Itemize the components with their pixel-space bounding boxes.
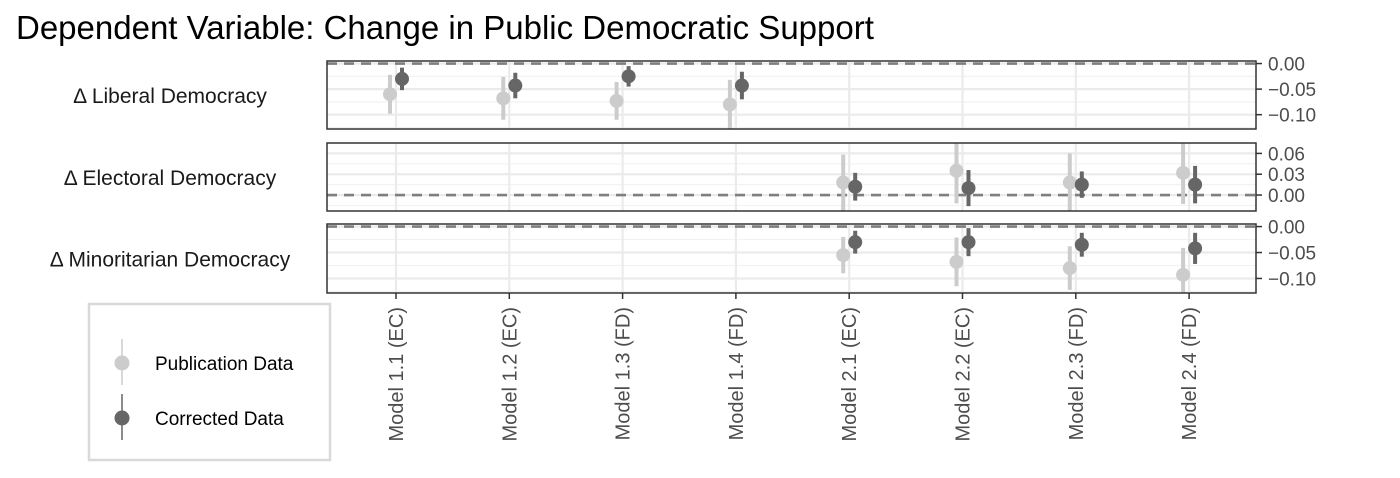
data-point: [1188, 241, 1202, 255]
data-point: [962, 235, 976, 249]
panel-background: [327, 61, 1256, 129]
legend-label: Publication Data: [155, 354, 294, 375]
y-tick-label: 0.00: [1268, 186, 1305, 207]
data-point: [962, 181, 976, 195]
legend-key-point: [115, 356, 130, 371]
y-tick-label: 0.00: [1268, 55, 1305, 76]
data-point: [496, 91, 510, 105]
data-point: [723, 97, 737, 111]
y-tick-label: −0.05: [1268, 80, 1316, 101]
x-tick-label: Model 1.3 (FD): [613, 307, 635, 440]
data-point: [508, 79, 522, 93]
y-tick-label: 0.00: [1268, 218, 1305, 239]
facet-panel: 0.00 −0.05 −0.10 Δ Minoritarian Democracy: [50, 218, 1316, 302]
data-point: [1188, 178, 1202, 192]
facet-label: Δ Minoritarian Democracy: [50, 249, 291, 272]
x-tick-label: Model 2.2 (EC): [953, 307, 975, 442]
data-point: [950, 255, 964, 269]
x-tick-label: Model 2.4 (FD): [1179, 307, 1201, 440]
data-point: [1063, 261, 1077, 275]
data-point: [950, 164, 964, 178]
data-point: [395, 72, 409, 86]
legend-label: Corrected Data: [155, 409, 284, 430]
x-tick-label: Model 1.2 (EC): [499, 307, 521, 442]
data-point: [836, 176, 850, 190]
facet-label: Δ Electoral Democracy: [64, 167, 277, 190]
data-point: [622, 69, 636, 83]
data-point: [1075, 238, 1089, 252]
facets: 0.00−0.05−0.10Δ Liberal Democracy0.060.0…: [50, 55, 1316, 302]
data-point: [1063, 176, 1077, 190]
facet-panel: 0.060.030.00 Δ Electoral Democracy: [64, 138, 1305, 211]
data-point: [848, 180, 862, 194]
facet-panel: 0.00 −0.05 −0.10 Δ Liberal Democracy: [73, 55, 1316, 129]
y-tick-label: 0.06: [1268, 144, 1305, 165]
data-point: [1075, 178, 1089, 192]
data-point: [1176, 268, 1190, 282]
y-tick-label: −0.05: [1268, 244, 1316, 265]
panel-background: [327, 224, 1256, 293]
data-point: [735, 79, 749, 93]
data-point: [610, 94, 624, 108]
x-tick-label: Model 1.4 (FD): [726, 307, 748, 440]
x-axis: Model 1.1 (EC) Model 1.2 (EC) Model 1.3 (F…: [386, 293, 1201, 442]
data-point: [836, 248, 850, 262]
data-point: [848, 235, 862, 249]
data-point: [1176, 166, 1190, 180]
x-tick-label: Model 2.3 (FD): [1066, 307, 1088, 440]
legend-key-point: [115, 411, 130, 426]
facet-label: Δ Liberal Democracy: [73, 85, 267, 108]
legend-box: [89, 304, 330, 460]
x-tick-label: Model 1.1 (EC): [386, 307, 408, 442]
x-tick-label: Model 2.1 (EC): [839, 307, 861, 442]
chart-title: Dependent Variable: Change in Public Dem…: [16, 9, 874, 46]
data-point: [383, 87, 397, 101]
y-tick-label: −0.10: [1268, 269, 1316, 290]
y-tick-label: −0.10: [1268, 106, 1316, 127]
y-tick-label: 0.03: [1268, 165, 1305, 186]
legend: Publication Data Corrected Data: [89, 304, 330, 460]
